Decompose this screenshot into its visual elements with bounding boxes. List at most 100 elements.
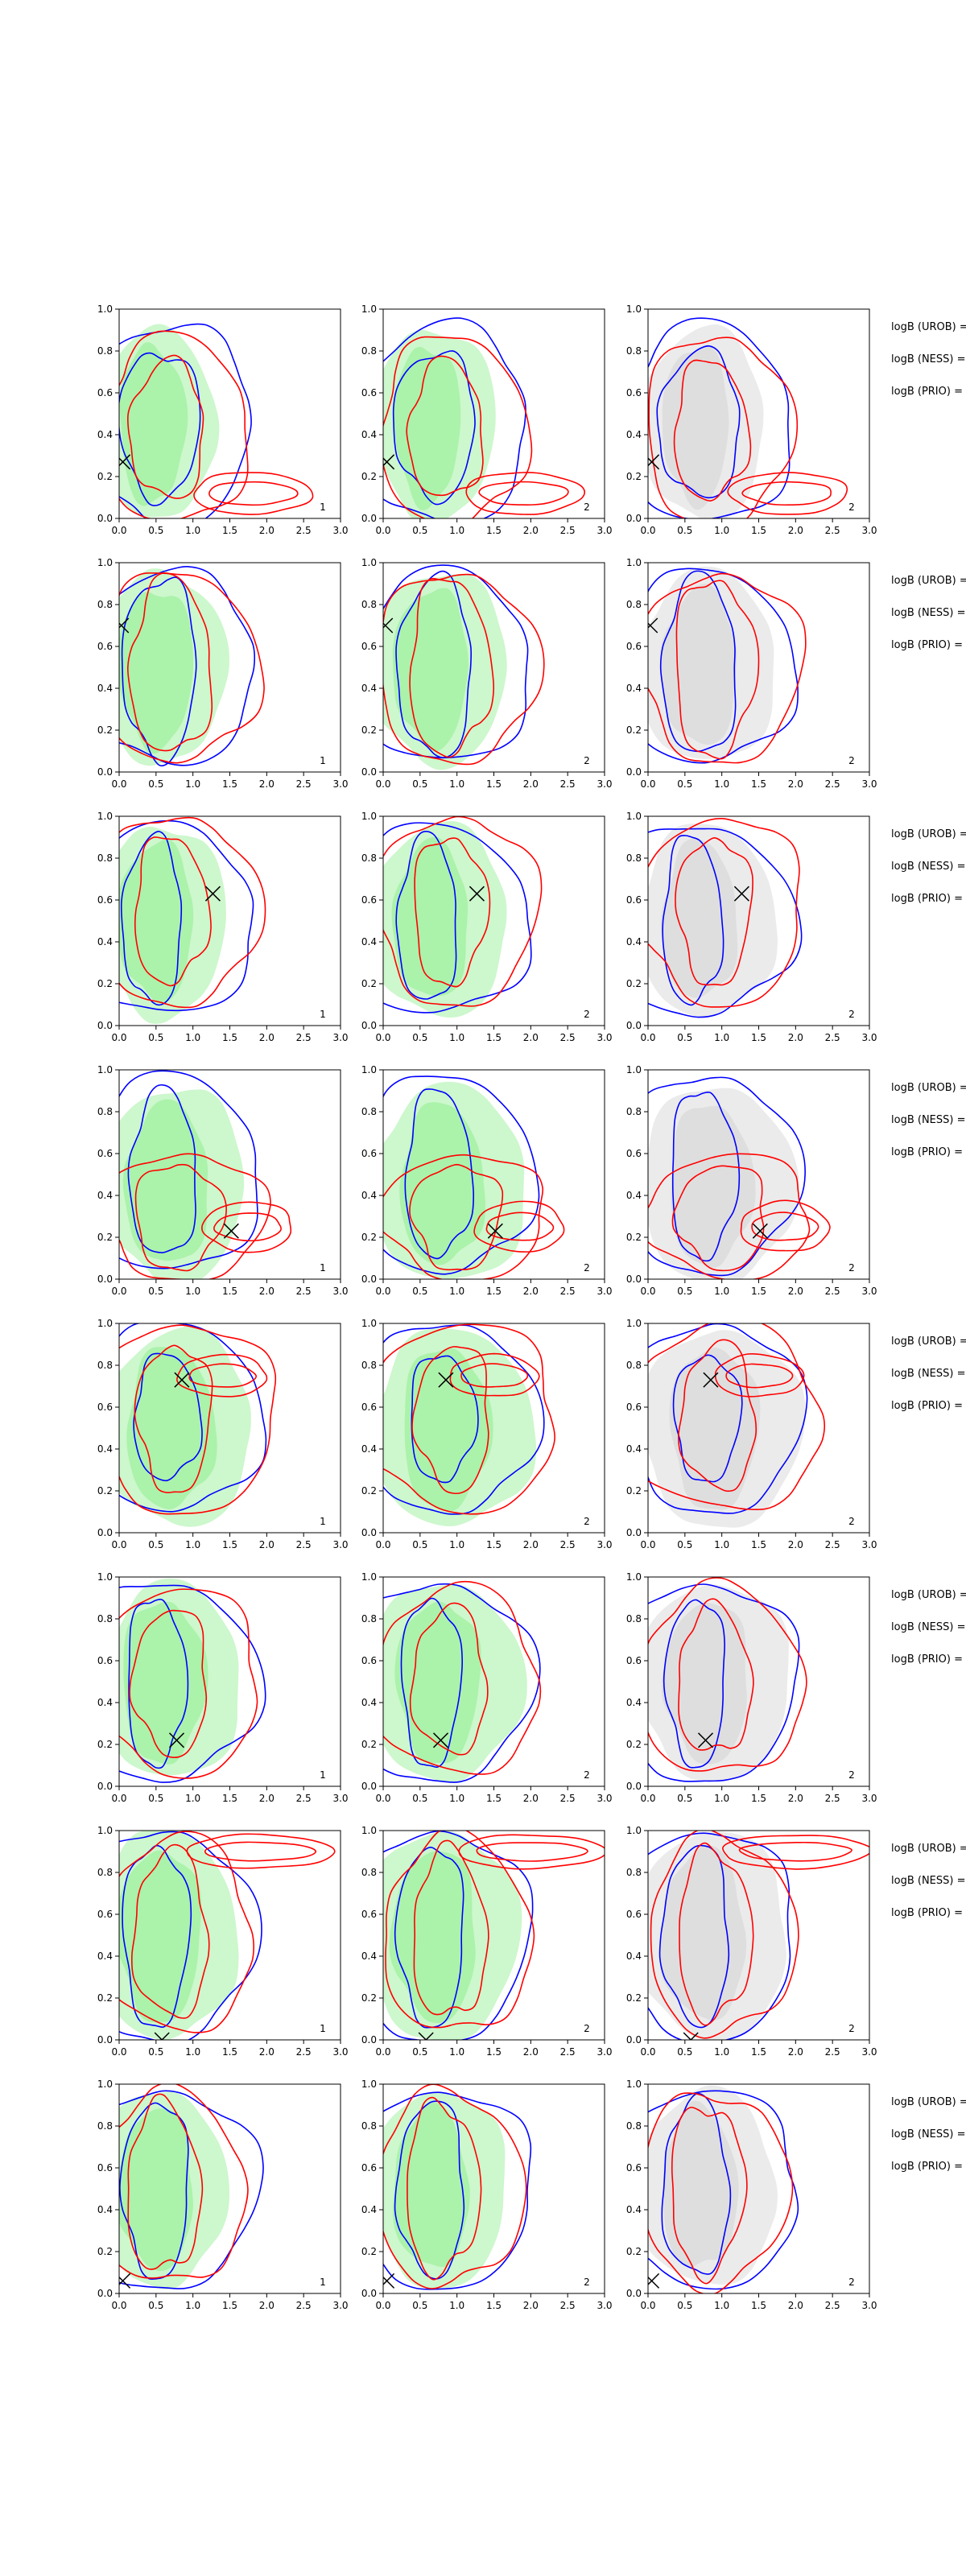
blue-contour-outer	[648, 828, 803, 1018]
x-tick-label: 0.5	[677, 1539, 692, 1550]
x-tick-label: 1.0	[714, 1286, 729, 1297]
y-tick-label: 1.0	[626, 1318, 642, 1329]
x-tick-label: 1.0	[449, 1793, 464, 1804]
red-contour-inner	[134, 836, 212, 987]
side-label-1: logB (UROB) =	[891, 321, 966, 333]
subplot-r4-c1: 0.0 0.5 1.0 1.5 2.0 2.5 3.0 0.0 0.2 0.4 0.6 0.8 1.0 1	[97, 1064, 349, 1297]
true-value-marker	[648, 617, 658, 634]
blue-contour-outer	[119, 1323, 267, 1513]
density-fill-inner	[123, 1601, 208, 1765]
blue-contour-inner	[400, 1597, 464, 1769]
side-label-2: logB (NESS) =	[891, 1875, 965, 1887]
red-contour-inner	[409, 1602, 489, 1756]
red-contour-inner	[679, 1842, 754, 2026]
red-contour-outer	[648, 2092, 794, 2293]
red-contour-tail	[473, 1200, 565, 1253]
x-tick-label: 0.0	[640, 2300, 655, 2311]
red-contour-inner	[413, 1839, 489, 2016]
blue-contour-outer	[648, 1076, 806, 1277]
x-tick-label: 1.5	[222, 1793, 237, 1804]
density-fill-inner	[404, 1348, 493, 1511]
x-tick-label: 2.0	[788, 1539, 803, 1550]
blue-contour-outer	[383, 1075, 540, 1275]
subplot-r8-c3: 0.0 0.5 1.0 1.5 2.0 2.5 3.0 0.0 0.2 0.4 0.6 0.8 1.0 2	[626, 2079, 877, 2311]
y-tick-label: 0.6	[97, 387, 113, 398]
x-tick-label: 1.5	[486, 1539, 502, 1550]
x-tick-label: 0.0	[640, 1032, 655, 1043]
blue-contour-outer	[648, 2090, 799, 2290]
y-tick-label: 0.0	[97, 1274, 113, 1285]
x-tick-label: 1.0	[449, 1539, 464, 1550]
subplot-content	[648, 2085, 799, 2293]
x-tick-label: 2.0	[788, 1793, 803, 1804]
red-contour-tail-inner	[751, 1212, 819, 1241]
x-tick-label: 0.0	[640, 1539, 655, 1550]
y-tick-label: 1.0	[626, 303, 642, 315]
red-contour-inner	[406, 355, 484, 497]
subplot-r2-c1: 0.0 0.5 1.0 1.5 2.0 2.5 3.0 0.0 0.2 0.4 0.6 0.8 1.0 1	[97, 557, 349, 790]
true-value-marker	[174, 1372, 190, 1388]
red-contour-tail-inner	[213, 1212, 282, 1242]
x-tick-label: 1.0	[714, 778, 729, 790]
x-tick-label: 2.0	[523, 525, 539, 536]
x-tick-label: 2.5	[296, 1539, 312, 1550]
x-tick-label: 0.5	[148, 1032, 163, 1043]
blue-contour-outer	[383, 1583, 541, 1783]
y-tick-label: 0.0	[626, 766, 642, 778]
x-tick-label: 2.5	[296, 778, 312, 790]
x-tick-label: 3.0	[861, 1032, 877, 1043]
red-contour-tail	[186, 1833, 336, 1869]
y-tick-label: 1.0	[361, 811, 377, 822]
subplot-content	[648, 817, 803, 1018]
x-tick-label: 2.0	[259, 2046, 275, 2058]
y-tick-label: 1.0	[97, 1064, 113, 1075]
red-contour-outer	[119, 1588, 258, 1779]
x-tick-label: 1.0	[714, 2046, 729, 2058]
x-tick-label: 2.0	[523, 1032, 539, 1043]
x-tick-label: 0.5	[677, 778, 692, 790]
y-tick-label: 1.0	[626, 1825, 642, 1836]
x-tick-label: 2.5	[560, 525, 576, 536]
y-tick-label: 0.8	[97, 345, 113, 357]
y-tick-label: 0.2	[97, 978, 113, 989]
y-tick-label: 1.0	[361, 557, 377, 568]
blue-contour-inner	[395, 570, 473, 759]
blue-contour-inner	[394, 1846, 464, 2029]
y-tick-label: 0.0	[361, 1020, 377, 1031]
y-tick-label: 0.6	[361, 894, 377, 906]
x-tick-label: 3.0	[861, 1286, 877, 1297]
subplot-content	[119, 1323, 277, 1527]
x-tick-label: 2.5	[825, 778, 840, 790]
red-contour-inner	[678, 1339, 758, 1492]
x-tick-label: 0.5	[412, 1793, 427, 1804]
y-tick-label: 0.4	[97, 1443, 113, 1455]
true-value-marker	[383, 2273, 395, 2289]
x-tick-label: 2.5	[296, 1793, 312, 1804]
y-tick-label: 0.6	[361, 1909, 377, 1920]
y-tick-label: 0.0	[97, 1020, 113, 1031]
y-tick-label: 0.6	[626, 1909, 642, 1920]
y-tick-label: 0.4	[361, 1443, 377, 1455]
red-contour-tail-inner	[738, 1841, 852, 1862]
x-tick-label: 2.5	[825, 1539, 840, 1550]
subplot-content	[119, 1070, 292, 1279]
panel-label: 2	[848, 1009, 855, 1020]
x-tick-label: 1.5	[751, 778, 766, 790]
blue-contour-outer	[648, 568, 799, 764]
y-tick-label: 0.2	[97, 471, 113, 482]
subplot-content	[648, 1577, 807, 1782]
y-tick-label: 0.0	[626, 1274, 642, 1285]
y-tick-label: 0.0	[626, 513, 642, 524]
true-value-marker	[752, 1223, 768, 1239]
x-tick-label: 2.0	[259, 1539, 275, 1550]
y-tick-label: 0.0	[361, 1781, 377, 1792]
side-label-2: logB (NESS) =	[891, 607, 965, 619]
y-tick-label: 0.6	[361, 387, 377, 398]
density-fill-inner	[119, 2108, 193, 2272]
x-tick-label: 2.5	[825, 2046, 840, 2058]
x-tick-label: 2.0	[523, 1286, 539, 1297]
y-tick-label: 0.4	[97, 1697, 113, 1708]
x-tick-label: 0.5	[148, 1793, 163, 1804]
blue-contour-outer	[119, 1831, 262, 2040]
